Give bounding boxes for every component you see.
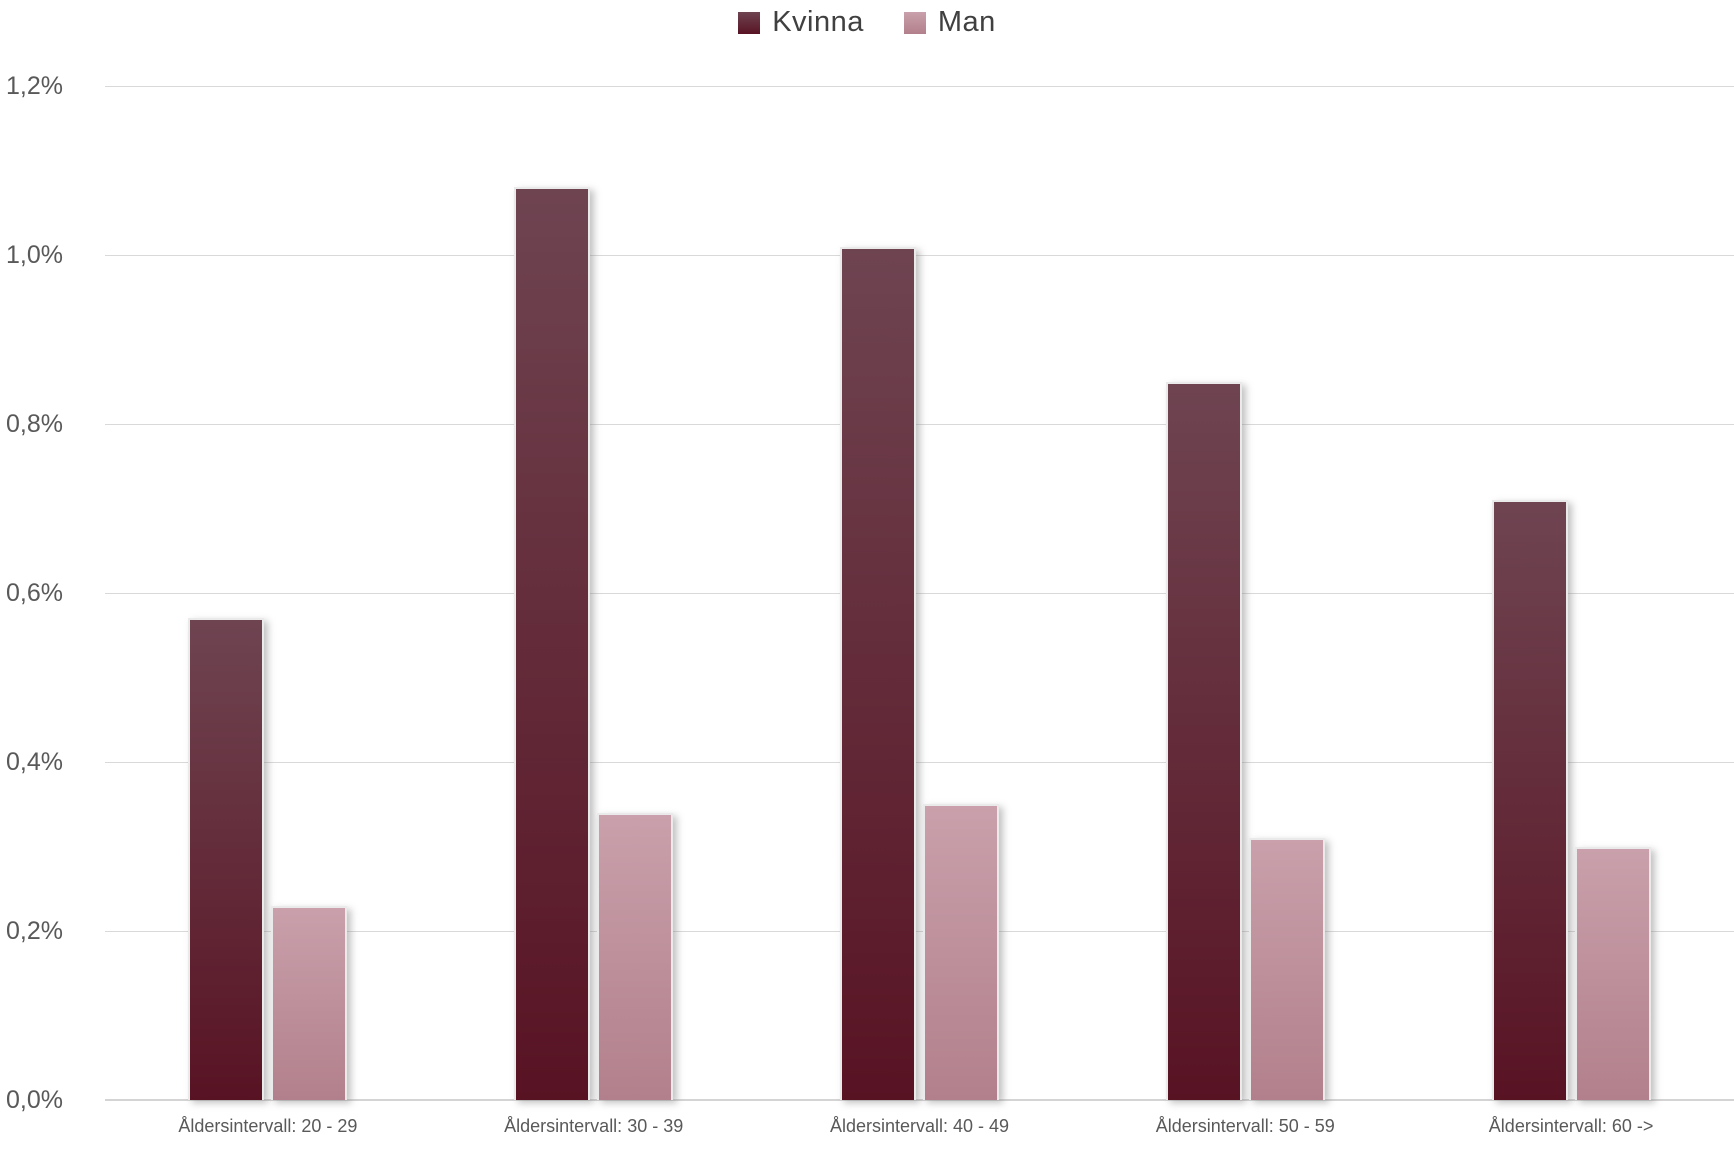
y-axis-tick-label: 0,0% — [6, 1086, 63, 1114]
y-axis-tick-label: 1,2% — [6, 72, 63, 100]
y-axis-tick-label: 1,0% — [6, 241, 63, 269]
bar-man-2[interactable] — [597, 812, 674, 1100]
legend-label-kvinna: Kvinna — [772, 6, 864, 38]
bar-man-1[interactable] — [271, 905, 348, 1100]
x-axis-line — [105, 1099, 1734, 1101]
legend-item-man[interactable]: Man — [903, 6, 996, 39]
legend-swatch-kvinna-icon — [738, 11, 761, 34]
y-gridline — [105, 86, 1734, 87]
x-axis-category-label: Åldersintervall: 60 -> — [1488, 1116, 1654, 1136]
y-axis-tick-label: 0,2% — [6, 917, 63, 945]
y-axis-tick-label: 0,8% — [6, 410, 63, 438]
bar-kvinna-3[interactable] — [840, 246, 916, 1100]
legend-label-man: Man — [937, 6, 996, 38]
legend-item-kvinna[interactable]: Kvinna — [738, 6, 864, 39]
bar-man-5[interactable] — [1574, 846, 1651, 1100]
legend-swatch-man-icon — [903, 11, 926, 34]
bar-kvinna-5[interactable] — [1491, 500, 1568, 1100]
bar-kvinna-1[interactable] — [188, 618, 265, 1100]
y-axis-tick-label: 0,4% — [6, 748, 63, 776]
y-gridline — [105, 931, 1734, 932]
bar-kvinna-2[interactable] — [514, 187, 591, 1100]
y-axis-tick-label: 0,6% — [6, 579, 63, 607]
y-gridline — [105, 762, 1734, 763]
y-gridline — [105, 424, 1734, 425]
y-gridline — [105, 255, 1734, 256]
bar-kvinna-4[interactable] — [1165, 381, 1242, 1100]
x-axis-category-label: Åldersintervall: 30 - 39 — [504, 1116, 684, 1136]
chart-legend: Kvinna Man — [0, 6, 1734, 39]
x-axis-category-label: Åldersintervall: 50 - 59 — [1155, 1116, 1335, 1136]
x-axis-category-label: Åldersintervall: 20 - 29 — [178, 1116, 358, 1136]
y-gridline — [105, 593, 1734, 594]
x-axis-category-label: Åldersintervall: 40 - 49 — [829, 1116, 1010, 1136]
bar-man-4[interactable] — [1248, 838, 1325, 1100]
bar-man-3[interactable] — [923, 804, 999, 1100]
